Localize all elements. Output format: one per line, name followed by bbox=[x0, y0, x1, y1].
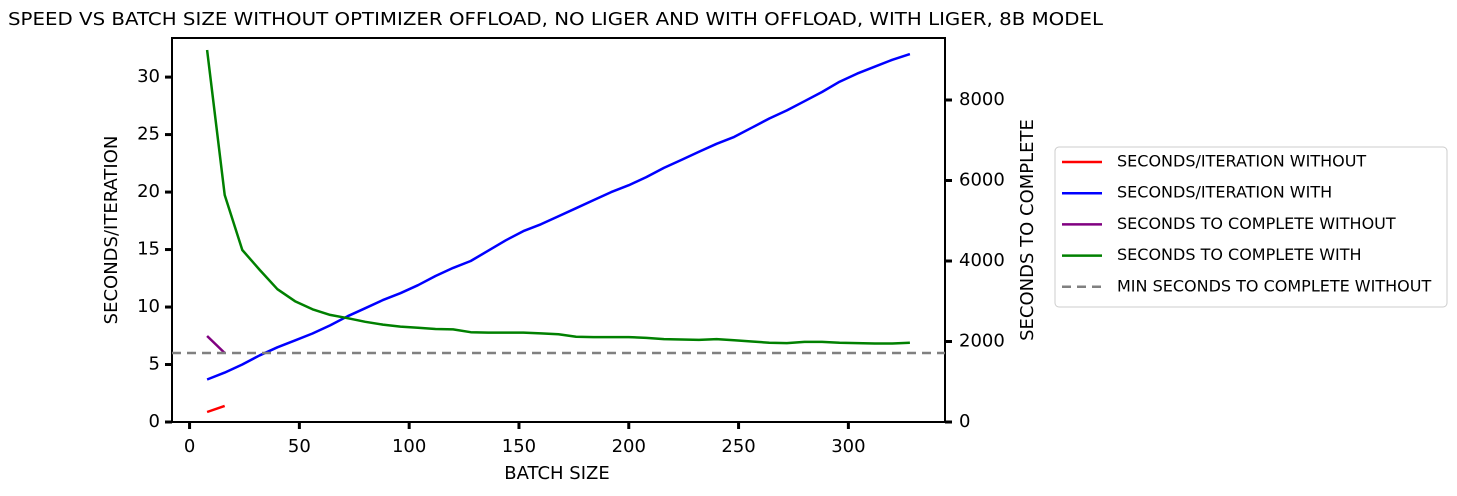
y2-tick-label: 4000 bbox=[959, 250, 1005, 271]
y-tick-label: 20 bbox=[137, 181, 160, 202]
y2-tick-label: 6000 bbox=[959, 169, 1005, 190]
plot-frame bbox=[171, 37, 946, 423]
x-axis-label: BATCH SIZE bbox=[504, 463, 609, 484]
legend-label: SECONDS/ITERATION WITH bbox=[1117, 183, 1332, 202]
y-tick-label: 10 bbox=[137, 296, 160, 317]
x-tick-label: 300 bbox=[831, 436, 865, 457]
legend-label: SECONDS/ITERATION WITHOUT bbox=[1117, 152, 1366, 171]
x-tick-label: 50 bbox=[288, 436, 311, 457]
legend-box bbox=[1054, 146, 1448, 308]
x-tick-label: 250 bbox=[721, 436, 755, 457]
y2-tick-label: 0 bbox=[959, 411, 970, 432]
y-tick-label: 0 bbox=[149, 411, 160, 432]
y-axis-label: SECONDS/ITERATION bbox=[101, 136, 122, 325]
y2-tick-label: 8000 bbox=[959, 89, 1005, 110]
x-tick-label: 200 bbox=[612, 436, 646, 457]
x-tick-label: 100 bbox=[392, 436, 426, 457]
legend: SECONDS/ITERATION WITHOUT SECONDS/ITERATI… bbox=[1054, 146, 1448, 308]
y-tick-label: 15 bbox=[137, 239, 160, 260]
legend-label: SECONDS TO COMPLETE WITHOUT bbox=[1117, 214, 1396, 233]
legend-label: MIN SECONDS TO COMPLETE WITHOUT bbox=[1117, 276, 1431, 295]
series-line bbox=[206, 404, 226, 414]
series-line bbox=[205, 49, 910, 345]
y2-axis-label: SECONDS TO COMPLETE bbox=[1017, 119, 1038, 341]
y-tick-label: 30 bbox=[137, 66, 160, 87]
x-tick-label: 0 bbox=[184, 436, 195, 457]
legend-label: SECONDS TO COMPLETE WITH bbox=[1117, 245, 1362, 264]
y2-tick-label: 2000 bbox=[959, 330, 1005, 351]
series-line bbox=[206, 335, 226, 354]
chart-title: SPEED VS BATCH SIZE WITHOUT OPTIMIZER OF… bbox=[8, 9, 1103, 30]
series-line bbox=[206, 52, 911, 381]
y-tick-label: 5 bbox=[149, 354, 160, 375]
x-tick-label: 150 bbox=[502, 436, 536, 457]
y-tick-label: 25 bbox=[137, 124, 160, 145]
